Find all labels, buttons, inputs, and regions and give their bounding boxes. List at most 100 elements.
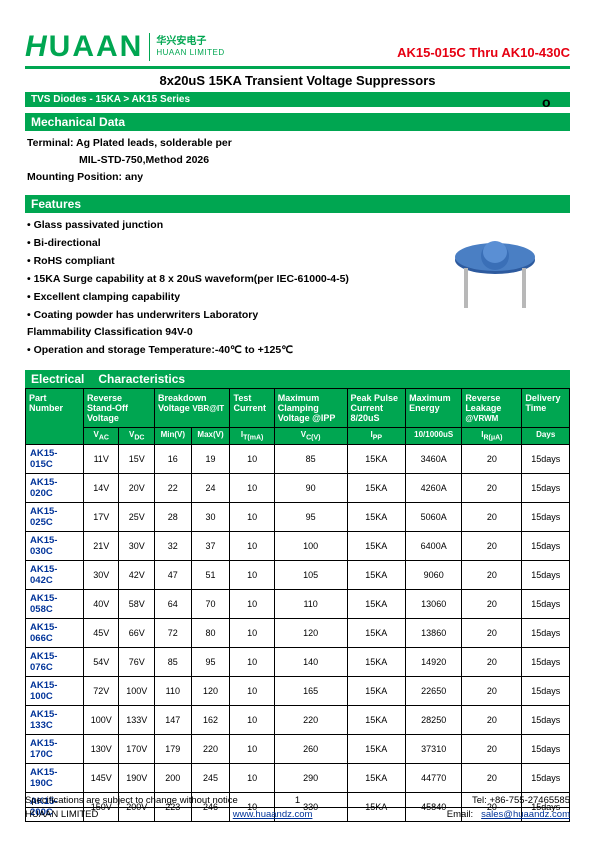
cell-part: AK15-076C: [26, 647, 84, 676]
component-image: [440, 230, 550, 320]
cell-vdc: 58V: [119, 589, 154, 618]
cell-max: 37: [191, 531, 230, 560]
feature-item: Flammability Classification 94V-0: [27, 324, 568, 342]
cell-part: AK15-100C: [26, 676, 84, 705]
footer-email-link[interactable]: sales@huaandz.com: [481, 809, 570, 820]
sub-vc: VC(V): [274, 428, 347, 445]
cell-max: 80: [191, 618, 230, 647]
logo-text: HUAAN: [25, 30, 143, 64]
cell-it: 10: [230, 531, 274, 560]
cell-en: 13060: [406, 589, 462, 618]
cell-en: 28250: [406, 705, 462, 734]
cell-it: 10: [230, 618, 274, 647]
table-row: AK15-066C45V66V72801012015KA138602015day…: [26, 618, 570, 647]
cell-vdc: 100V: [119, 676, 154, 705]
th-peak: Peak Pulse Current 8/20uS: [347, 389, 406, 428]
cell-it: 10: [230, 676, 274, 705]
cell-ipp: 15KA: [347, 560, 406, 589]
cell-min: 200: [154, 763, 191, 792]
cell-days: 15days: [522, 676, 570, 705]
sub-ipp: IPP: [347, 428, 406, 445]
cell-vdc: 66V: [119, 618, 154, 647]
cell-days: 15days: [522, 589, 570, 618]
cell-vac: 30V: [84, 560, 119, 589]
cell-ir: 20: [462, 589, 522, 618]
cell-max: 162: [191, 705, 230, 734]
cell-vdc: 25V: [119, 502, 154, 531]
cell-days: 15days: [522, 531, 570, 560]
cell-min: 32: [154, 531, 191, 560]
cell-min: 47: [154, 560, 191, 589]
footer-company: HUAAN LIMITED: [25, 809, 98, 820]
footer: Specifications are subject to change wit…: [25, 795, 570, 820]
cell-vc: 100: [274, 531, 347, 560]
table-row: AK15-025C17V25V2830109515KA5060A2015days: [26, 502, 570, 531]
electrical-header: Electrical Characteristics: [25, 370, 570, 388]
table-row: AK15-058C40V58V64701011015KA130602015day…: [26, 589, 570, 618]
cell-vc: 290: [274, 763, 347, 792]
cell-vc: 110: [274, 589, 347, 618]
feature-item: • Operation and storage Temperature:-40℃…: [27, 342, 568, 360]
cell-it: 10: [230, 705, 274, 734]
cell-en: 4260A: [406, 473, 462, 502]
cell-max: 245: [191, 763, 230, 792]
cell-vc: 105: [274, 560, 347, 589]
footer-tel: Tel: +86-755-27465585: [472, 795, 570, 806]
cell-min: 22: [154, 473, 191, 502]
cell-part: AK15-190C: [26, 763, 84, 792]
cell-ipp: 15KA: [347, 734, 406, 763]
cell-vac: 145V: [84, 763, 119, 792]
cell-vac: 11V: [84, 444, 119, 473]
sub-en: 10/1000uS: [406, 428, 462, 445]
cell-ipp: 15KA: [347, 647, 406, 676]
cell-ipp: 15KA: [347, 676, 406, 705]
cell-vdc: 170V: [119, 734, 154, 763]
cell-ir: 20: [462, 531, 522, 560]
th-energy: Maximum Energy: [406, 389, 462, 428]
sub-vac: VAC: [84, 428, 119, 445]
cell-max: 30: [191, 502, 230, 531]
th-test: Test Current: [230, 389, 274, 428]
logo-en: HUAAN LIMITED: [156, 48, 224, 58]
cell-en: 13860: [406, 618, 462, 647]
cell-en: 3460A: [406, 444, 462, 473]
cell-min: 110: [154, 676, 191, 705]
cell-ipp: 15KA: [347, 763, 406, 792]
mech-line2: MIL-STD-750,Method 2026: [79, 152, 568, 169]
table-row: AK15-170C130V170V1792201026015KA37310201…: [26, 734, 570, 763]
spec-table: Part Number Reverse Stand-Off Voltage Br…: [25, 388, 570, 822]
cell-min: 85: [154, 647, 191, 676]
cell-part: AK15-020C: [26, 473, 84, 502]
cell-vac: 45V: [84, 618, 119, 647]
cell-min: 72: [154, 618, 191, 647]
table-row: AK15-076C54V76V85951014015KA149202015day…: [26, 647, 570, 676]
features-header: Features: [25, 195, 570, 213]
cell-vc: 220: [274, 705, 347, 734]
cell-ipp: 15KA: [347, 705, 406, 734]
cell-days: 15days: [522, 647, 570, 676]
footer-web-link[interactable]: www.huaandz.com: [233, 809, 313, 820]
table-row: AK15-133C100V133V1471621022015KA28250201…: [26, 705, 570, 734]
cell-en: 5060A: [406, 502, 462, 531]
table-row: AK15-042C30V42V47511010515KA90602015days: [26, 560, 570, 589]
cell-part: AK15-025C: [26, 502, 84, 531]
cell-vac: 14V: [84, 473, 119, 502]
cell-max: 120: [191, 676, 230, 705]
sub-max: Max(V): [191, 428, 230, 445]
cell-max: 70: [191, 589, 230, 618]
cell-min: 179: [154, 734, 191, 763]
cell-min: 28: [154, 502, 191, 531]
cell-ipp: 15KA: [347, 473, 406, 502]
cell-en: 6400A: [406, 531, 462, 560]
mech-line3: Mounting Position: any: [27, 169, 568, 186]
sub-days: Days: [522, 428, 570, 445]
cell-vac: 17V: [84, 502, 119, 531]
cell-part: AK15-015C: [26, 444, 84, 473]
cell-days: 15days: [522, 618, 570, 647]
cell-ipp: 15KA: [347, 589, 406, 618]
cell-vdc: 190V: [119, 763, 154, 792]
cell-vc: 260: [274, 734, 347, 763]
cell-max: 19: [191, 444, 230, 473]
cell-max: 95: [191, 647, 230, 676]
part-range: AK15-015C Thru AK10-430C: [397, 45, 570, 60]
